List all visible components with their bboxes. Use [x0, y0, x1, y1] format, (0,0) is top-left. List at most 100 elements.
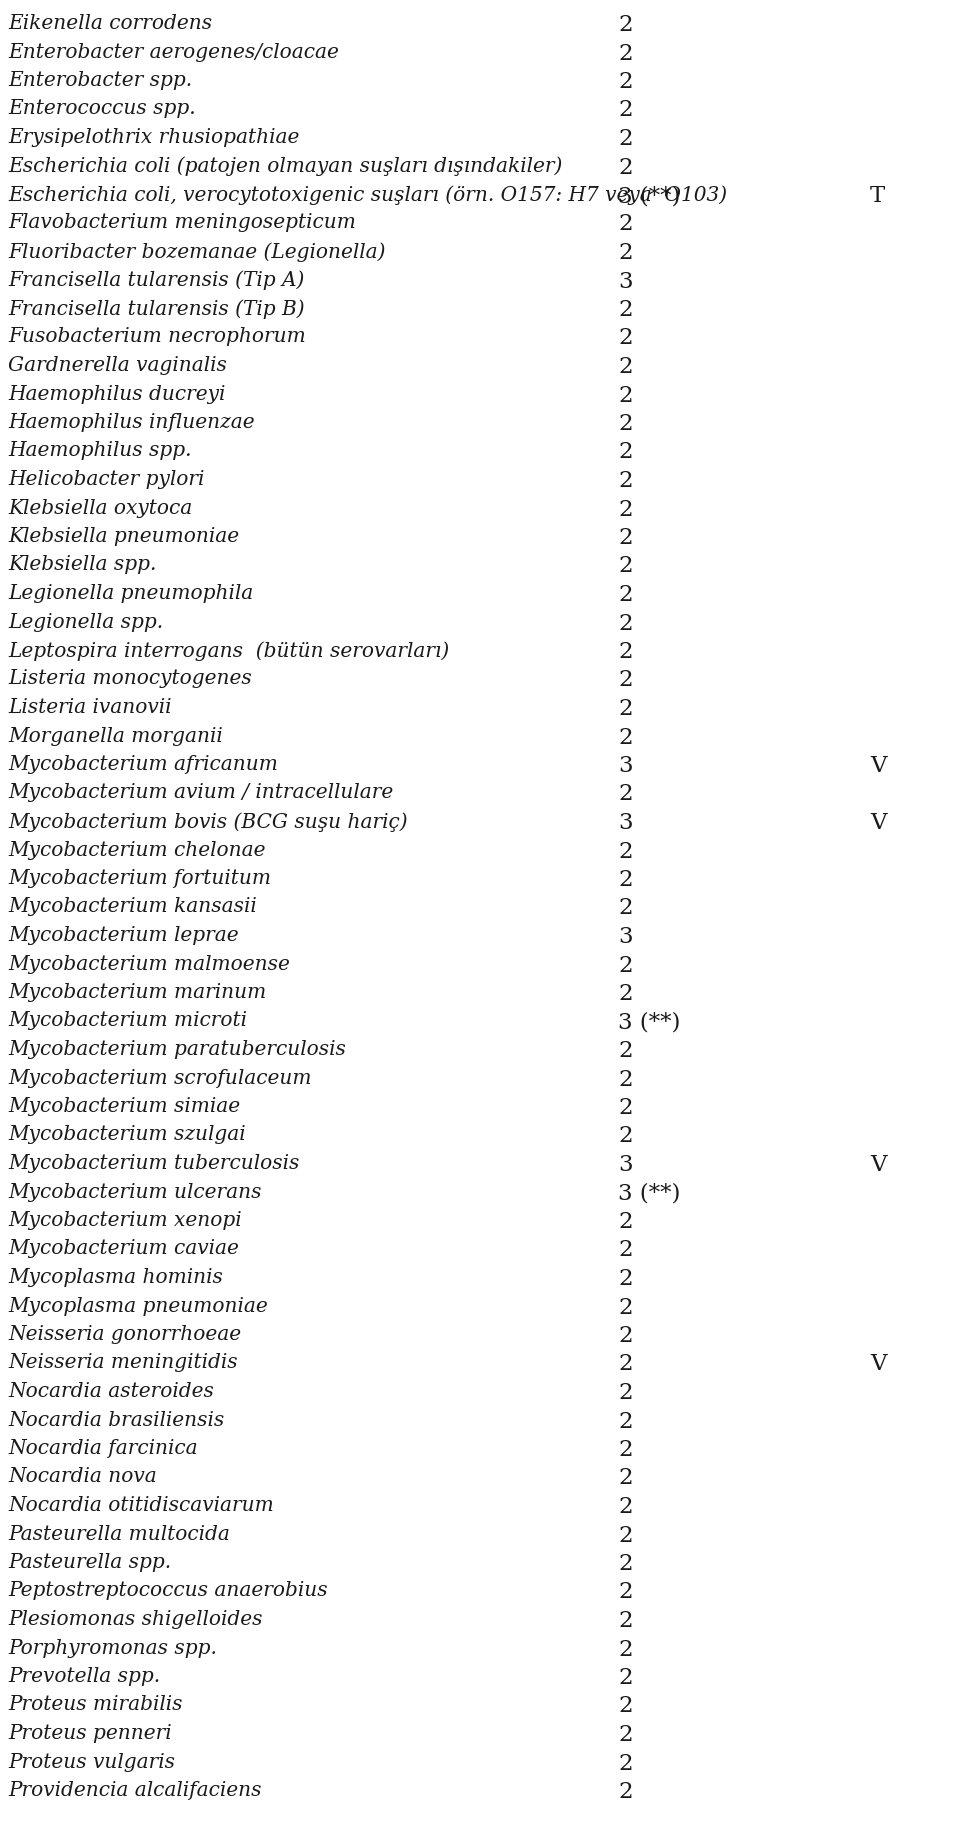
- Text: Mycobacterium szulgai: Mycobacterium szulgai: [8, 1126, 246, 1144]
- Text: Mycobacterium ulcerans: Mycobacterium ulcerans: [8, 1183, 261, 1201]
- Text: Nocardia farcinica: Nocardia farcinica: [8, 1440, 198, 1458]
- Text: Haemophilus ducreyi: Haemophilus ducreyi: [8, 385, 226, 403]
- Text: 2: 2: [618, 328, 633, 350]
- Text: Mycoplasma hominis: Mycoplasma hominis: [8, 1267, 223, 1287]
- Text: 2: 2: [618, 1040, 633, 1062]
- Text: Nocardia asteroides: Nocardia asteroides: [8, 1383, 214, 1401]
- Text: Enterococcus spp.: Enterococcus spp.: [8, 99, 196, 119]
- Text: Haemophilus influenzae: Haemophilus influenzae: [8, 413, 254, 433]
- Text: Mycobacterium africanum: Mycobacterium africanum: [8, 756, 277, 774]
- Text: 2: 2: [618, 954, 633, 976]
- Text: 3 (**): 3 (**): [618, 1183, 681, 1205]
- Text: Erysipelothrix rhusiopathiae: Erysipelothrix rhusiopathiae: [8, 128, 300, 147]
- Text: 2: 2: [618, 1297, 633, 1319]
- Text: 2: 2: [618, 526, 633, 548]
- Text: Mycobacterium tuberculosis: Mycobacterium tuberculosis: [8, 1154, 300, 1174]
- Text: Pasteurella multocida: Pasteurella multocida: [8, 1524, 229, 1544]
- Text: 2: 2: [618, 1126, 633, 1148]
- Text: 2: 2: [618, 72, 633, 94]
- Text: 2: 2: [618, 42, 633, 64]
- Text: 2: 2: [618, 840, 633, 862]
- Text: 2: 2: [618, 385, 633, 407]
- Text: Mycobacterium marinum: Mycobacterium marinum: [8, 983, 266, 1001]
- Text: Prevotella spp.: Prevotella spp.: [8, 1667, 160, 1685]
- Text: 2: 2: [618, 1581, 633, 1603]
- Text: 2: 2: [618, 442, 633, 464]
- Text: 2: 2: [618, 1524, 633, 1546]
- Text: Plesiomonas shigelloides: Plesiomonas shigelloides: [8, 1610, 262, 1629]
- Text: V: V: [870, 812, 886, 834]
- Text: Escherichia coli (patojen olmayan suşları dışındakiler): Escherichia coli (patojen olmayan suşlar…: [8, 156, 563, 176]
- Text: V: V: [870, 1154, 886, 1176]
- Text: 2: 2: [618, 1695, 633, 1717]
- Text: Klebsiella pneumoniae: Klebsiella pneumoniae: [8, 526, 239, 547]
- Text: Gardnerella vaginalis: Gardnerella vaginalis: [8, 356, 227, 374]
- Text: Nocardia otitidiscaviarum: Nocardia otitidiscaviarum: [8, 1497, 274, 1515]
- Text: Mycobacterium microti: Mycobacterium microti: [8, 1012, 247, 1031]
- Text: Mycobacterium xenopi: Mycobacterium xenopi: [8, 1210, 242, 1231]
- Text: 3 (**): 3 (**): [618, 1012, 681, 1034]
- Text: Mycobacterium kansasii: Mycobacterium kansasii: [8, 897, 256, 917]
- Text: 3: 3: [618, 1154, 633, 1176]
- Text: 2: 2: [618, 242, 633, 264]
- Text: Nocardia nova: Nocardia nova: [8, 1467, 156, 1487]
- Text: 2: 2: [618, 156, 633, 178]
- Text: Legionella pneumophila: Legionella pneumophila: [8, 583, 253, 603]
- Text: 2: 2: [618, 1440, 633, 1462]
- Text: Proteus mirabilis: Proteus mirabilis: [8, 1695, 182, 1715]
- Text: 2: 2: [618, 1324, 633, 1346]
- Text: Mycobacterium caviae: Mycobacterium caviae: [8, 1240, 239, 1258]
- Text: 2: 2: [618, 1553, 633, 1575]
- Text: 2: 2: [618, 356, 633, 378]
- Text: 2: 2: [618, 499, 633, 521]
- Text: 2: 2: [618, 128, 633, 150]
- Text: 2: 2: [618, 869, 633, 891]
- Text: Proteus vulgaris: Proteus vulgaris: [8, 1753, 175, 1772]
- Text: 2: 2: [618, 556, 633, 578]
- Text: Pasteurella spp.: Pasteurella spp.: [8, 1553, 171, 1572]
- Text: 3: 3: [618, 812, 633, 834]
- Text: 2: 2: [618, 1724, 633, 1746]
- Text: Mycobacterium fortuitum: Mycobacterium fortuitum: [8, 869, 271, 888]
- Text: 2: 2: [618, 583, 633, 605]
- Text: 2: 2: [618, 983, 633, 1005]
- Text: 2: 2: [618, 669, 633, 691]
- Text: Neisseria meningitidis: Neisseria meningitidis: [8, 1353, 238, 1372]
- Text: 2: 2: [618, 299, 633, 321]
- Text: 2: 2: [618, 1753, 633, 1775]
- Text: Mycobacterium leprae: Mycobacterium leprae: [8, 926, 239, 945]
- Text: 2: 2: [618, 1610, 633, 1632]
- Text: Mycobacterium simiae: Mycobacterium simiae: [8, 1097, 240, 1117]
- Text: 2: 2: [618, 1497, 633, 1519]
- Text: 2: 2: [618, 470, 633, 492]
- Text: Morganella morganii: Morganella morganii: [8, 726, 223, 745]
- Text: Leptospira interrogans  (bütün serovarları): Leptospira interrogans (bütün serovarlar…: [8, 642, 449, 660]
- Text: 2: 2: [618, 1410, 633, 1432]
- Text: 2: 2: [618, 726, 633, 748]
- Text: Escherichia coli, verocytotoxigenic suşları (örn. O157: H7 veya  O103): Escherichia coli, verocytotoxigenic suşl…: [8, 185, 727, 205]
- Text: Klebsiella oxytoca: Klebsiella oxytoca: [8, 499, 192, 517]
- Text: Providencia alcalifaciens: Providencia alcalifaciens: [8, 1781, 261, 1799]
- Text: Legionella spp.: Legionella spp.: [8, 613, 163, 631]
- Text: 2: 2: [618, 642, 633, 664]
- Text: Listeria monocytogenes: Listeria monocytogenes: [8, 669, 252, 688]
- Text: 2: 2: [618, 1383, 633, 1405]
- Text: 2: 2: [618, 1638, 633, 1660]
- Text: Mycobacterium malmoense: Mycobacterium malmoense: [8, 954, 290, 974]
- Text: Mycoplasma pneumoniae: Mycoplasma pneumoniae: [8, 1297, 268, 1315]
- Text: 2: 2: [618, 1240, 633, 1262]
- Text: 2: 2: [618, 1097, 633, 1119]
- Text: Porphyromonas spp.: Porphyromonas spp.: [8, 1638, 217, 1658]
- Text: Fusobacterium necrophorum: Fusobacterium necrophorum: [8, 328, 305, 347]
- Text: Mycobacterium paratuberculosis: Mycobacterium paratuberculosis: [8, 1040, 346, 1058]
- Text: Proteus penneri: Proteus penneri: [8, 1724, 172, 1742]
- Text: 2: 2: [618, 1467, 633, 1489]
- Text: V: V: [870, 1353, 886, 1376]
- Text: V: V: [870, 756, 886, 778]
- Text: 2: 2: [618, 1667, 633, 1689]
- Text: 3: 3: [618, 270, 633, 292]
- Text: 2: 2: [618, 1210, 633, 1232]
- Text: 2: 2: [618, 213, 633, 235]
- Text: 2: 2: [618, 1781, 633, 1803]
- Text: Enterobacter spp.: Enterobacter spp.: [8, 72, 192, 90]
